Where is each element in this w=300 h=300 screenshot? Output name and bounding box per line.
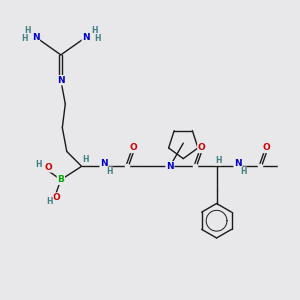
Text: H: H (94, 34, 101, 43)
Text: O: O (53, 193, 61, 202)
Text: N: N (100, 159, 108, 168)
Text: H: H (21, 34, 28, 43)
Text: O: O (44, 163, 52, 172)
Text: O: O (263, 143, 271, 152)
Text: N: N (57, 76, 64, 85)
Text: H: H (106, 167, 112, 176)
Text: N: N (234, 159, 242, 168)
Text: O: O (130, 143, 137, 152)
Text: H: H (46, 196, 53, 206)
Text: H: H (240, 167, 247, 176)
Text: H: H (215, 156, 221, 165)
Text: N: N (166, 162, 174, 171)
Text: H: H (82, 155, 88, 164)
Text: H: H (24, 26, 31, 35)
Text: B: B (57, 175, 64, 184)
Text: N: N (82, 33, 90, 42)
Text: H: H (35, 160, 42, 169)
Text: N: N (32, 33, 39, 42)
Text: H: H (91, 26, 98, 35)
Text: O: O (198, 143, 206, 152)
